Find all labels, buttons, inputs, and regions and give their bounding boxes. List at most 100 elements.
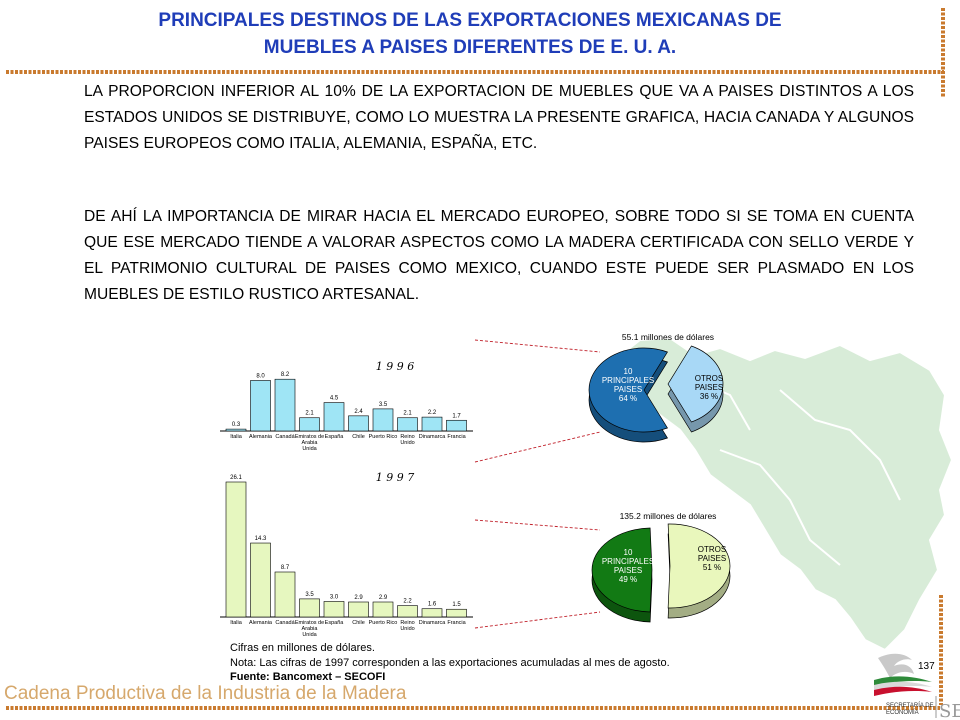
bar-9 (421, 416, 443, 432)
pie-chart-1: 55.1 millones de dólares10PRINCIPALESPAI… (588, 332, 724, 443)
slide-title: PRINCIPALES DESTINOS DE LAS EXPORTACIONE… (20, 7, 920, 61)
bar-10 (446, 608, 467, 618)
data-label: 2.9 (379, 595, 388, 601)
bar-1 (225, 428, 247, 432)
bar-10 (446, 419, 467, 432)
units-note: Cifras en millones de dólares. (230, 642, 375, 654)
footer-title: Cadena Productiva de la Industria de la … (4, 683, 407, 704)
bar-8 (397, 417, 418, 432)
category-label: Puerto Rico (369, 620, 398, 626)
category-label: Alemania (249, 620, 273, 626)
bar-2 (250, 380, 271, 432)
category-label: Dinamarca (419, 434, 447, 440)
pie-slice-1 (591, 527, 653, 613)
category-label: Italia (230, 434, 243, 440)
category-label: Unida (302, 446, 317, 452)
pie-label: 64 % (619, 394, 637, 403)
data-label: 1.5 (452, 602, 461, 608)
pie-label: OTROS (698, 545, 726, 554)
title-line-2: MUEBLES A PAISES DIFERENTES DE E. U. A. (263, 37, 677, 58)
bar-3 (274, 378, 296, 432)
bar-6 (348, 601, 369, 618)
category-label: Chile (352, 434, 365, 440)
pie-chart-2: 135.2 millones de dólares10PRINCIPALESPA… (591, 511, 731, 623)
bar-chart-title: 1 9 9 6 (376, 360, 414, 373)
data-label: 2.2 (403, 599, 412, 605)
bar-7 (372, 601, 394, 618)
data-label: 8.2 (281, 372, 290, 378)
category-label: Arabia (302, 626, 319, 632)
logo-text-line2: ECONOMÍA (886, 709, 919, 716)
pie-label: PRINCIPALES (602, 557, 654, 566)
pie-label: 10 (624, 548, 633, 557)
bar-3 (274, 571, 296, 618)
logo-text-line1: SECRETARÍA DE (886, 702, 934, 709)
category-label: Reino (400, 620, 414, 626)
data-label: 3.0 (330, 594, 339, 600)
pie-label: OTROS (695, 374, 723, 383)
category-label: Canadá (275, 434, 295, 440)
category-label: Reino (400, 434, 414, 440)
pie-label: 49 % (619, 575, 637, 584)
connector-line-3 (474, 519, 601, 531)
bar-chart-1: 1 9 9 6 0.3 Italia 8.0 Alemania 8.2 Canadá 2.1 E… (220, 360, 473, 452)
data-label: 2.1 (305, 411, 314, 417)
pie-label: PAISES (695, 383, 723, 392)
page-number: 137 (918, 661, 935, 672)
data-label: 26.1 (230, 475, 242, 481)
pie-slice-1 (588, 347, 668, 433)
category-label: Francia (447, 620, 466, 626)
border-horizontal-top (6, 70, 944, 74)
pie-slice-2 (667, 345, 724, 423)
pie-chart-title: 135.2 millones de dólares (620, 511, 717, 521)
bar-4 (299, 598, 320, 618)
secretaria-economia-logo: SECRETARÍA DE ECONOMÍA SE (874, 653, 960, 720)
connector-line-1 (474, 339, 601, 353)
bar-7 (372, 408, 394, 432)
pie-chart-title: 55.1 millones de dólares (622, 332, 714, 342)
category-label: Italia (230, 620, 243, 626)
category-label: Chile (352, 620, 365, 626)
category-label: España (325, 620, 345, 626)
bar-5 (323, 601, 345, 618)
bar-5 (323, 402, 345, 432)
data-note: Nota: Las cifras de 1997 corresponden a … (230, 657, 670, 669)
category-label: Arabia (302, 440, 319, 446)
category-label: Puerto Rico (369, 434, 398, 440)
data-label: 8.0 (256, 373, 265, 379)
category-label: Unida (302, 632, 317, 638)
intro-paragraph: LA PROPORCION INFERIOR AL 10% DE LA EXPO… (84, 83, 914, 152)
source-note: Fuente: Bancomext – SECOFI (230, 671, 386, 683)
border-vertical-bottom (939, 595, 943, 705)
pie-label: PAISES (698, 554, 726, 563)
category-label: Canadá (275, 620, 295, 626)
pie-label: PAISES (614, 566, 642, 575)
bar-1 (225, 481, 247, 618)
category-label: Emiratos de (295, 620, 324, 626)
bar-6 (348, 415, 369, 432)
logo-mark: SE (939, 701, 960, 720)
data-label: 0.3 (232, 422, 241, 428)
data-label: 3.5 (379, 402, 388, 408)
connector-line-2 (474, 431, 601, 463)
bar-8 (397, 605, 418, 618)
bar-2 (250, 542, 271, 618)
category-label: Emiratos de (295, 434, 324, 440)
pie-label: PRINCIPALES (602, 376, 654, 385)
european-market-paragraph: DE AHÍ LA IMPORTANCIA DE MIRAR HACIA EL … (84, 208, 914, 303)
connector-line-4 (474, 611, 601, 629)
bar-chart-2: 1 9 9 7 26.1 Italia 14.3 Alemania 8.7 Canadá 3.… (220, 471, 473, 638)
pie-label: PAISES (614, 385, 642, 394)
data-label: 2.1 (403, 411, 412, 417)
data-label: 1.6 (428, 602, 437, 608)
pie-label: 51 % (703, 563, 721, 572)
data-label: 8.7 (281, 565, 290, 571)
data-label: 2.4 (354, 409, 363, 415)
bar-4 (299, 417, 320, 432)
border-vertical-top (941, 8, 945, 98)
pie-label: 36 % (700, 392, 718, 401)
data-label: 2.2 (428, 410, 437, 416)
category-label: Dinamarca (419, 620, 447, 626)
category-label: España (325, 434, 345, 440)
